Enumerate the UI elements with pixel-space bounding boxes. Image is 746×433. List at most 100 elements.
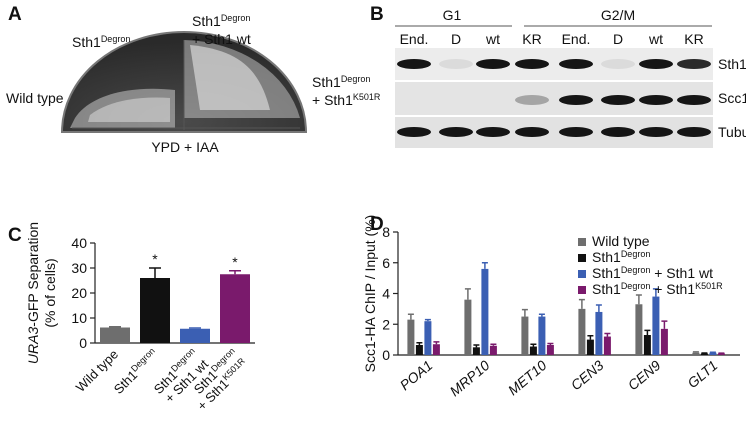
bar xyxy=(643,335,651,355)
bar xyxy=(709,352,717,355)
bar xyxy=(717,353,725,355)
bar xyxy=(140,278,170,343)
italic-run: URA3 xyxy=(25,327,41,365)
error-bar xyxy=(604,332,611,337)
error-bar xyxy=(547,342,554,346)
error-bar xyxy=(538,313,545,317)
plate-label: Sth1Degron xyxy=(312,74,370,90)
x-tick-label: POA1 xyxy=(397,357,436,393)
protein-label: Scc1 xyxy=(718,90,746,106)
error-bar xyxy=(189,327,201,329)
error-bar xyxy=(464,288,471,300)
bar xyxy=(660,328,668,355)
x-tick-label: CEN9 xyxy=(625,357,664,393)
band xyxy=(515,59,549,69)
text-run: -GFP Separation xyxy=(25,222,41,327)
protein-label: Tubulin xyxy=(718,124,746,140)
medium-label: YPD + IAA xyxy=(151,139,219,155)
band xyxy=(515,127,549,137)
error-bar xyxy=(661,320,668,329)
error-bar xyxy=(433,341,440,345)
lane-label: wt xyxy=(648,31,663,47)
panel-letter: C xyxy=(8,225,22,246)
superscript: Degron xyxy=(621,249,651,259)
error-bar xyxy=(490,343,497,346)
legend-swatch xyxy=(578,254,586,262)
y-tick-label: 8 xyxy=(382,224,390,240)
band xyxy=(559,95,593,105)
bar xyxy=(489,345,497,355)
error-bar xyxy=(149,267,161,278)
legend-label: Sth1Degron xyxy=(592,249,650,265)
x-tick-label: CEN3 xyxy=(568,357,607,393)
bar xyxy=(546,345,554,355)
text-run: (% of cells) xyxy=(42,258,58,327)
legend-swatch xyxy=(578,286,586,294)
legend-swatch xyxy=(578,238,586,246)
lane-label: KR xyxy=(522,31,541,47)
bar xyxy=(692,352,700,355)
protein-label: Sth1 xyxy=(718,56,746,72)
plate-label: + Sth1K501R xyxy=(312,92,381,108)
bar xyxy=(700,353,708,355)
y-axis-label: Scc1-HA ChIP / Input (%) xyxy=(362,215,378,373)
lane-label: D xyxy=(451,31,461,47)
error-bar xyxy=(644,329,651,336)
y-tick-label: 30 xyxy=(71,260,87,276)
plate xyxy=(60,31,308,133)
lane-label: End. xyxy=(400,31,429,47)
bar xyxy=(538,316,546,355)
text-run: Wild type xyxy=(592,233,650,249)
bar xyxy=(529,346,537,355)
legend-label: Sth1Degron + Sth1 wt xyxy=(592,265,713,281)
legend-label: Wild type xyxy=(592,233,650,249)
bar xyxy=(595,311,603,355)
bar xyxy=(424,321,432,355)
bar xyxy=(481,268,489,355)
error-bar xyxy=(635,294,642,305)
text-run: Sth1 xyxy=(192,13,221,29)
bar xyxy=(521,316,529,355)
lane-label: wt xyxy=(485,31,500,47)
superscript: K501R xyxy=(353,92,381,102)
x-tick-label: GLT1 xyxy=(684,357,720,391)
superscript: Degron xyxy=(101,34,131,44)
panel-letter: A xyxy=(8,4,22,25)
bar xyxy=(100,327,130,343)
bar xyxy=(635,304,643,355)
plate-label: Sth1Degron xyxy=(72,34,130,50)
superscript: K501R xyxy=(695,281,723,291)
legend-label: Sth1Degron + Sth1K501R xyxy=(592,281,723,297)
band xyxy=(601,95,635,105)
bar xyxy=(180,328,210,343)
band xyxy=(439,59,473,69)
error-bar xyxy=(473,344,480,348)
lane-label: End. xyxy=(562,31,591,47)
band xyxy=(639,59,673,69)
band xyxy=(476,127,510,137)
western-blot xyxy=(395,25,713,148)
band xyxy=(559,127,593,137)
error-bar xyxy=(587,335,594,340)
x-tick-label: MET10 xyxy=(505,357,550,398)
text-run: Scc1-HA ChIP / Input (%) xyxy=(362,215,378,373)
error-bar xyxy=(692,351,699,353)
y-axis-label: URA3-GFP Separation xyxy=(25,222,41,364)
y-tick-label: 2 xyxy=(382,316,390,332)
band xyxy=(601,59,635,69)
band xyxy=(677,59,711,69)
plate-label: Wild type xyxy=(6,90,64,106)
error-bar xyxy=(407,313,414,320)
band xyxy=(677,127,711,137)
band xyxy=(439,127,473,137)
text-run: Sth1 xyxy=(592,249,621,265)
superscript: Degron xyxy=(621,281,651,291)
bar xyxy=(652,296,660,355)
bar xyxy=(432,344,440,355)
text-run: Sth1 xyxy=(72,34,101,50)
band xyxy=(639,127,673,137)
plate-label: Sth1Degron xyxy=(192,13,250,29)
y-tick-label: 10 xyxy=(71,310,87,326)
bar xyxy=(603,336,611,355)
y-tick-label: 40 xyxy=(71,235,87,251)
